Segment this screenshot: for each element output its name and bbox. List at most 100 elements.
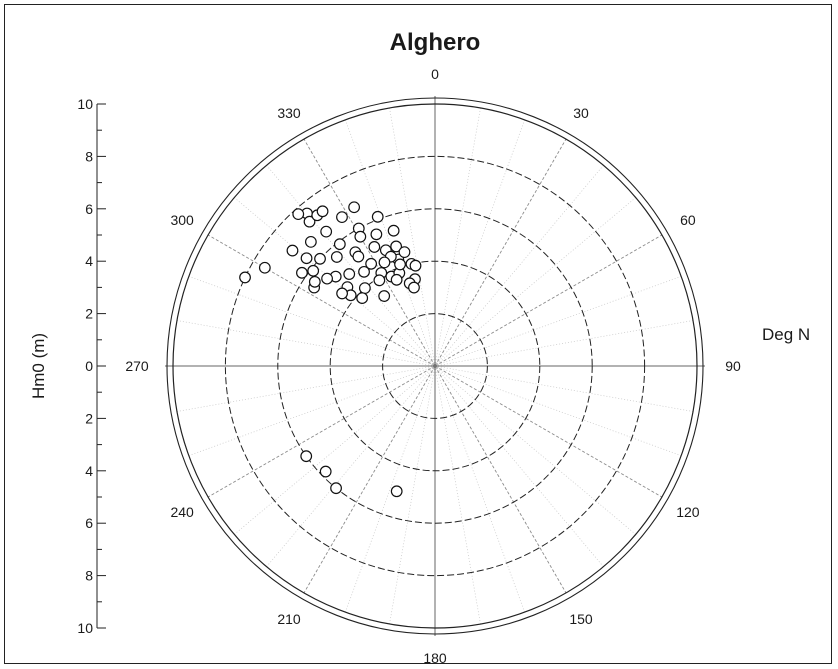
spoke-line — [434, 320, 694, 367]
angle-tick-label: 270 — [125, 358, 149, 374]
spoke-line — [303, 138, 436, 367]
data-point — [408, 281, 420, 294]
data-point — [356, 292, 369, 305]
data-point — [371, 210, 384, 223]
radial-ring — [329, 260, 541, 472]
spoke-line — [434, 138, 567, 367]
radial-axis-tick-label: 4 — [85, 253, 93, 269]
data-point — [390, 485, 403, 498]
angle-tick-label: 210 — [277, 611, 301, 627]
data-point — [336, 211, 348, 224]
data-point — [358, 265, 370, 278]
radial-axis-tick-label: 6 — [85, 201, 93, 217]
radial-ring — [224, 155, 646, 577]
spoke-line — [303, 365, 436, 594]
spoke-line — [389, 107, 436, 367]
data-point — [307, 264, 320, 277]
data-point — [304, 235, 317, 248]
angle-tick-label: 120 — [676, 504, 700, 520]
outer-ring — [172, 103, 698, 629]
data-point — [390, 240, 403, 253]
data-point — [303, 215, 316, 228]
data-point — [300, 252, 313, 265]
data-point — [358, 282, 371, 295]
data-point — [409, 259, 422, 272]
spoke-line — [434, 165, 604, 367]
data-point — [365, 257, 378, 270]
radial-axis-tick-label: 2 — [85, 306, 93, 322]
angle-tick-label: 30 — [573, 105, 589, 121]
radial-axis-tick-label: 6 — [85, 515, 93, 531]
angle-tick-label: 150 — [569, 611, 593, 627]
spoke-line — [176, 365, 436, 412]
data-point — [333, 238, 346, 251]
data-point — [308, 275, 321, 288]
data-point — [321, 272, 333, 285]
angle-tick-label: 330 — [277, 105, 301, 121]
data-point — [343, 268, 356, 280]
angle-tick-label: 60 — [680, 212, 696, 228]
spoke-line — [434, 365, 694, 412]
angular-axis-label: Deg N — [762, 325, 810, 344]
radial-axis-tick-label: 4 — [85, 463, 93, 479]
data-point — [387, 224, 400, 237]
data-point — [330, 251, 343, 263]
angle-tick-label: 90 — [725, 358, 741, 374]
data-point — [314, 252, 326, 265]
data-point — [352, 250, 365, 263]
spoke-line — [207, 234, 436, 367]
angle-tick-labels: 0 30 60 90 120 150 180 210 240 270 300 330 — [125, 66, 741, 666]
spoke-line — [434, 365, 636, 535]
spoke-line — [434, 234, 663, 367]
spoke-line — [266, 365, 436, 567]
angle-tick-label: 240 — [170, 504, 194, 520]
spoke-line — [434, 365, 604, 567]
radial-ring — [277, 208, 593, 524]
data-point — [320, 225, 333, 238]
radial-axis-tick-label: 0 — [85, 358, 93, 374]
data-point — [373, 274, 386, 287]
chart-frame — [4, 4, 832, 664]
data-point — [330, 482, 342, 495]
data-point — [370, 228, 383, 241]
data-point — [300, 450, 313, 463]
data-point — [319, 465, 332, 478]
polar-grid — [165, 96, 705, 636]
spoke-line — [207, 365, 436, 498]
radial-axis-tick-label: 8 — [85, 568, 93, 584]
data-points — [239, 201, 422, 498]
data-point — [258, 261, 271, 274]
radial-axis: 10 8 6 4 2 0 2 4 6 8 10 — [77, 96, 106, 636]
data-point — [390, 273, 403, 286]
data-point — [398, 246, 411, 259]
data-point — [239, 271, 251, 284]
data-point — [378, 290, 391, 302]
chart-title: Alghero — [390, 29, 481, 56]
data-point — [316, 205, 329, 218]
radial-axis-tick-label: 10 — [77, 96, 93, 112]
radial-ring — [382, 313, 488, 419]
outer-ring-border — [166, 97, 704, 635]
data-point — [292, 208, 305, 221]
spoke-line — [434, 107, 481, 367]
radial-axis-tick-label: 2 — [85, 410, 93, 426]
data-point — [286, 244, 299, 257]
data-point — [354, 230, 367, 243]
data-point — [336, 287, 348, 300]
spoke-line — [434, 365, 567, 594]
spoke-line — [434, 197, 636, 367]
data-point — [348, 201, 361, 214]
spoke-line — [434, 365, 663, 498]
angle-tick-label: 300 — [170, 212, 194, 228]
data-point — [296, 266, 308, 279]
radial-axis-tick-label: 8 — [85, 148, 93, 164]
angle-tick-label: 180 — [423, 650, 447, 666]
spoke-line — [434, 365, 481, 625]
spoke-line — [234, 365, 436, 535]
radial-axis-tick-label: 10 — [77, 620, 93, 636]
angle-tick-label: 0 — [431, 66, 439, 82]
radial-axis-label: Hm0 (m) — [29, 333, 48, 399]
data-point — [368, 241, 381, 253]
data-point — [394, 258, 406, 271]
